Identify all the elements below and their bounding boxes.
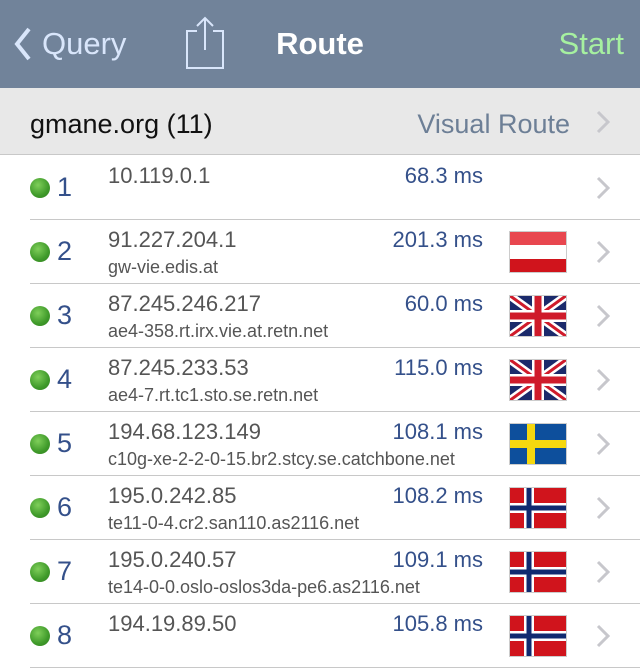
hop-latency: 105.8 ms — [392, 611, 484, 636]
chevron-right-icon — [596, 496, 610, 520]
hop-number: 8 — [57, 620, 73, 650]
row-divider — [30, 283, 640, 284]
chevron-right-icon — [596, 432, 610, 456]
hop-row[interactable]: 1 10.119.0.1 68.3 ms — [0, 156, 640, 220]
hop-ip: 91.227.204.1 — [108, 227, 237, 252]
hop-ip: 194.19.89.50 — [108, 611, 237, 636]
status-ok-icon — [30, 306, 50, 326]
hop-number: 3 — [57, 300, 73, 330]
hop-latency: 109.1 ms — [392, 547, 484, 572]
hop-hostname: c10g-xe-2-2-0-15.br2.stcy.se.catchbone.n… — [108, 449, 455, 469]
page-title: Route — [0, 26, 640, 62]
hop-number: 6 — [57, 492, 73, 522]
row-divider — [30, 475, 640, 476]
status-ok-icon — [30, 370, 50, 390]
hop-hostname: ae4-7.rt.tc1.sto.se.retn.net — [108, 385, 319, 405]
title-text: Route — [276, 26, 364, 61]
sweden-flag-icon — [509, 423, 567, 465]
chevron-right-icon — [596, 304, 610, 328]
hop-latency: 108.1 ms — [392, 419, 484, 444]
target-host: gmane.org (11) — [30, 109, 213, 139]
chevron-right-icon — [596, 176, 610, 200]
hop-hostname: te11-0-4.cr2.san110.as2116.net — [108, 513, 360, 533]
hop-number: 4 — [57, 364, 73, 394]
chevron-right-icon — [596, 110, 610, 134]
chevron-left-icon — [14, 27, 31, 61]
visual-route-link[interactable]: Visual Route — [417, 109, 570, 139]
share-icon[interactable] — [185, 16, 225, 72]
row-divider — [30, 603, 640, 604]
uk-flag-icon — [509, 359, 567, 401]
hop-row[interactable]: 7 195.0.240.57 te14-0-0.oslo-oslos3da-pe… — [0, 540, 640, 604]
hop-ip: 10.119.0.1 — [108, 163, 211, 188]
hop-row[interactable]: 5 194.68.123.149 c10g-xe-2-2-0-15.br2.st… — [0, 412, 640, 476]
austria-flag-icon — [509, 231, 567, 273]
status-ok-icon — [30, 242, 50, 262]
row-divider — [30, 411, 640, 412]
norway-flag-icon — [509, 487, 567, 529]
back-button[interactable]: Query — [14, 22, 126, 66]
route-header[interactable]: gmane.org (11) Visual Route — [0, 88, 640, 155]
hop-number: 2 — [57, 236, 73, 266]
chevron-right-icon — [596, 368, 610, 392]
navigation-bar: Query Route Start — [0, 0, 640, 88]
hop-latency: 60.0 ms — [404, 291, 483, 316]
status-ok-icon — [30, 178, 50, 198]
norway-flag-icon — [509, 615, 567, 657]
row-divider — [30, 539, 640, 540]
hop-latency: 68.3 ms — [404, 163, 483, 188]
start-button[interactable]: Start — [558, 26, 624, 61]
hop-row[interactable]: 6 195.0.242.85 te11-0-4.cr2.san110.as211… — [0, 476, 640, 540]
row-divider — [30, 219, 640, 220]
hop-hostname: gw-vie.edis.at — [108, 257, 219, 277]
chevron-right-icon — [596, 240, 610, 264]
status-ok-icon — [30, 434, 50, 454]
status-ok-icon — [30, 562, 50, 582]
hop-row[interactable]: 8 194.19.89.50 105.8 ms — [0, 604, 640, 668]
hop-ip: 195.0.242.85 — [108, 483, 237, 508]
hop-ip: 195.0.240.57 — [108, 547, 237, 572]
chevron-right-icon — [596, 624, 610, 648]
uk-flag-icon — [509, 295, 567, 337]
hop-latency: 201.3 ms — [392, 227, 484, 252]
hop-latency: 108.2 ms — [392, 483, 484, 508]
hop-row[interactable]: 4 87.245.233.53 ae4-7.rt.tc1.sto.se.retn… — [0, 348, 640, 412]
chevron-right-icon — [596, 560, 610, 584]
norway-flag-icon — [509, 551, 567, 593]
hop-number: 1 — [57, 172, 73, 202]
status-ok-icon — [30, 498, 50, 518]
status-ok-icon — [30, 626, 50, 646]
hop-number: 7 — [57, 556, 73, 586]
back-label: Query — [42, 26, 127, 61]
hop-row[interactable]: 3 87.245.246.217 ae4-358.rt.irx.vie.at.r… — [0, 284, 640, 348]
hop-ip: 87.245.246.217 — [108, 291, 261, 316]
hop-number: 5 — [57, 428, 73, 458]
row-divider — [30, 347, 640, 348]
hop-ip: 87.245.233.53 — [108, 355, 249, 380]
hop-hostname: ae4-358.rt.irx.vie.at.retn.net — [108, 321, 329, 341]
hop-ip: 194.68.123.149 — [108, 419, 261, 444]
hop-hostname: te14-0-0.oslo-oslos3da-pe6.as2116.net — [108, 577, 420, 597]
hop-latency: 115.0 ms — [394, 355, 483, 380]
hop-row[interactable]: 2 91.227.204.1 gw-vie.edis.at 201.3 ms — [0, 220, 640, 284]
